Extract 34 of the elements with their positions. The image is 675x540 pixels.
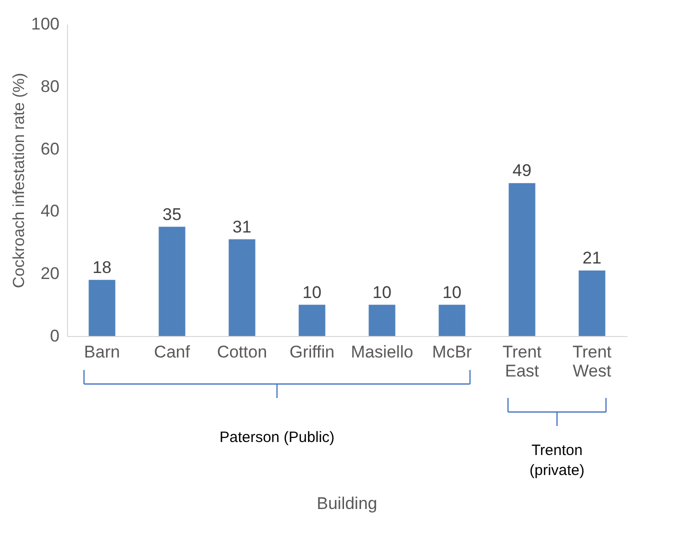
x-tick-label: Masiello <box>350 342 414 362</box>
y-tick-label: 20 <box>40 264 60 284</box>
text: Building <box>316 494 378 513</box>
bar <box>298 304 326 336</box>
bar <box>578 270 606 336</box>
data-label: 10 <box>442 282 462 302</box>
x-tick-label: Griffin <box>289 342 335 362</box>
x-tick-label: Trent West <box>572 342 612 380</box>
bar <box>88 280 116 336</box>
text: Trenton (private) <box>529 442 585 479</box>
y-tick-label: 40 <box>40 202 60 221</box>
y-tick-label: 60 <box>40 139 60 158</box>
x-tick-label: Canf <box>154 342 190 362</box>
bar <box>228 239 256 336</box>
bar <box>508 183 536 336</box>
text: Paterson (Public) <box>219 429 335 446</box>
y-tick-label: 80 <box>40 76 60 96</box>
y-tick-label: 0 <box>50 326 60 346</box>
bar <box>438 304 466 336</box>
x-tick-label: McBr <box>432 342 472 362</box>
bar <box>368 304 396 336</box>
y-tick-label: 100 <box>31 14 60 34</box>
data-label: 18 <box>92 258 112 277</box>
data-label: 49 <box>512 161 532 180</box>
x-tick-label: Barn <box>84 342 120 362</box>
data-label: 10 <box>302 282 322 302</box>
x-tick-label: Trent East <box>502 342 542 380</box>
y-axis-title: Cockroach infestation rate (%) <box>11 72 28 288</box>
data-label: 31 <box>232 217 252 236</box>
x-tick-label: Cotton <box>216 342 268 362</box>
bar <box>158 226 186 336</box>
data-label: 35 <box>162 204 182 224</box>
data-label: 10 <box>372 282 392 302</box>
data-label: 21 <box>582 248 602 268</box>
